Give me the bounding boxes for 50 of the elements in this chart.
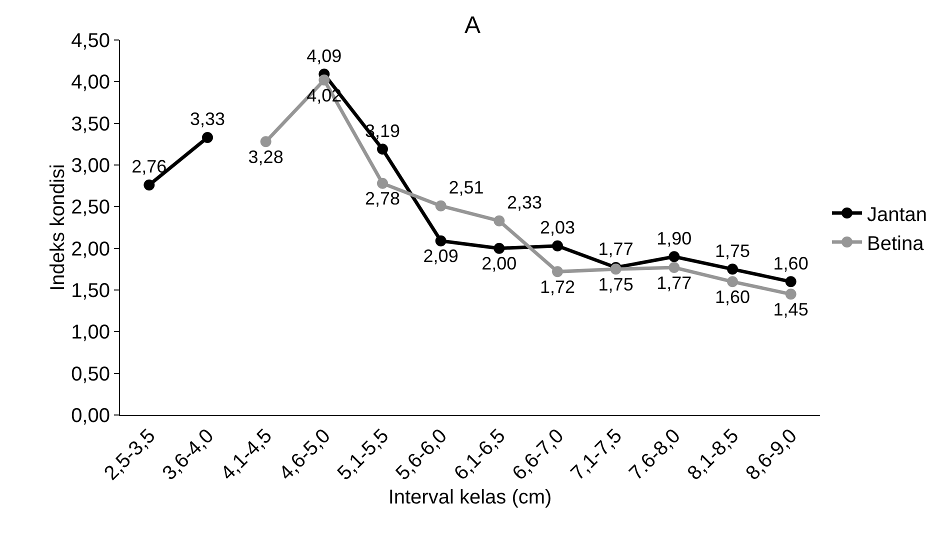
point xyxy=(785,288,796,300)
point xyxy=(377,144,388,155)
y-tick-label: 0,50 xyxy=(71,363,110,386)
data-label: 1,60 xyxy=(714,287,750,308)
data-label: 3,33 xyxy=(190,109,226,130)
data-label: 2,03 xyxy=(540,217,576,238)
data-label: 1,75 xyxy=(714,240,750,261)
y-tick-label: 3,50 xyxy=(71,113,110,136)
data-label: 1,60 xyxy=(773,253,808,274)
chart-title: A xyxy=(464,12,481,40)
data-label: 2,78 xyxy=(364,188,400,209)
data-label: 1,72 xyxy=(540,277,576,298)
y-tick-label: 0,00 xyxy=(71,405,110,427)
y-tick-label: 4,00 xyxy=(71,72,110,94)
point xyxy=(318,74,330,86)
data-label: 1,75 xyxy=(598,274,634,295)
y-tick-label: 1,00 xyxy=(71,322,110,344)
data-label: 1,90 xyxy=(656,228,692,248)
point xyxy=(494,242,505,254)
data-label: 2,51 xyxy=(448,177,484,198)
y-tick-label: 2,50 xyxy=(71,196,110,219)
data-label: 2,00 xyxy=(482,254,517,274)
point xyxy=(668,251,680,262)
x-axis-title: Interval kelas (cm) xyxy=(388,486,552,509)
y-tick-label: 4,50 xyxy=(71,30,110,52)
point xyxy=(727,276,738,288)
data-label: 4,09 xyxy=(306,46,342,66)
point xyxy=(785,276,796,288)
y-tick-label: 1,50 xyxy=(71,280,110,302)
point xyxy=(552,266,563,278)
point xyxy=(727,264,738,275)
y-tick-label: 2,00 xyxy=(71,238,110,260)
data-label: 2,76 xyxy=(132,156,167,177)
legend-label: Jantan xyxy=(867,204,928,226)
data-label: 1,77 xyxy=(598,239,634,260)
data-label: 1,77 xyxy=(656,272,692,293)
point xyxy=(668,262,680,273)
data-label: 2,09 xyxy=(423,246,458,266)
point xyxy=(494,215,505,226)
y-axis-title: Indeks kondisi xyxy=(47,164,70,291)
data-label: 3,28 xyxy=(248,147,284,168)
point xyxy=(552,240,563,252)
point xyxy=(260,136,272,148)
y-tick-label: 3,00 xyxy=(71,155,110,177)
legend-label: Betina xyxy=(867,232,925,255)
point xyxy=(435,235,446,246)
point xyxy=(435,200,446,212)
data-label: 2,33 xyxy=(507,192,542,212)
data-label: 1,45 xyxy=(773,300,808,320)
point xyxy=(377,178,388,189)
